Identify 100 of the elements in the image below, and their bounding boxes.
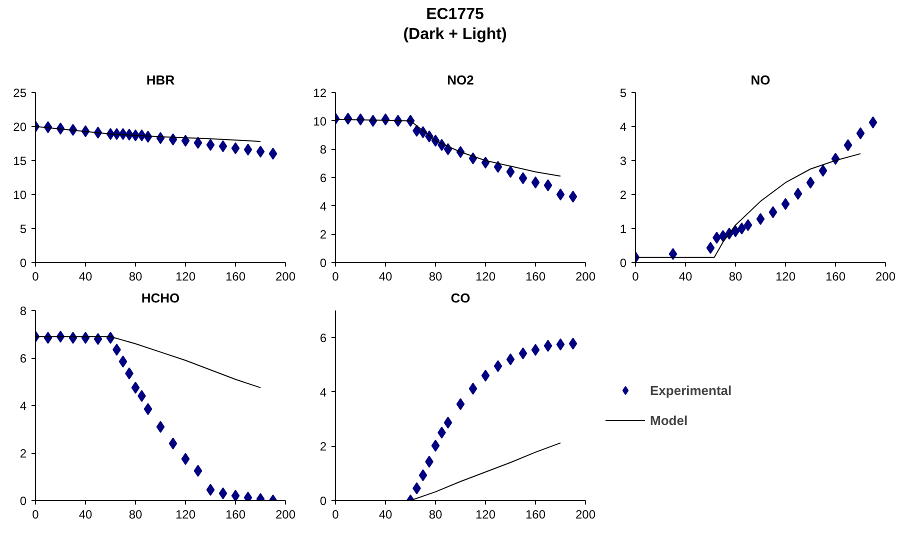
point [718, 230, 728, 242]
x-tick-label: 80 [728, 270, 742, 284]
point [94, 333, 102, 345]
x-tick-label: 200 [875, 270, 896, 284]
x-tick-label: 200 [275, 270, 296, 284]
point [544, 179, 552, 192]
legend-label: Experimental [650, 382, 732, 398]
point [456, 398, 465, 410]
y-tick-label: 4 [620, 120, 627, 134]
legend-label: Model [650, 412, 688, 428]
x-tick-label: 160 [225, 270, 246, 284]
x-tick-label: 0 [332, 508, 340, 522]
x-tick-label: 120 [475, 508, 496, 522]
x-tick-label: 160 [525, 270, 546, 284]
point [756, 212, 765, 225]
point [444, 416, 452, 429]
y-tick-label: 4 [20, 399, 27, 413]
y-tick-label: 1 [620, 222, 627, 236]
y-tick-label: 5 [20, 222, 27, 236]
x-tick-label: 120 [475, 270, 496, 284]
text: EC1775 (Dark + Light) [402, 5, 508, 45]
point [418, 469, 428, 482]
x-tick-label: 120 [175, 508, 196, 522]
point [206, 484, 215, 496]
point [818, 164, 828, 177]
y-tick-label: 5 [620, 86, 627, 100]
y-tick-label: 6 [320, 171, 327, 185]
y-tick-label: 25 [13, 86, 27, 100]
point [268, 148, 278, 160]
point [156, 420, 165, 433]
x-tick-label: 40 [78, 270, 92, 284]
x-tick-label: 120 [775, 270, 796, 284]
point [781, 198, 790, 210]
y-tick-label: 20 [13, 120, 27, 134]
y-tick-label: 8 [20, 304, 27, 318]
point [218, 487, 228, 500]
point [131, 382, 140, 394]
point [181, 452, 190, 465]
y-tick-label: 0 [20, 256, 27, 270]
point [518, 347, 528, 360]
chart-title: CO [450, 290, 470, 306]
point [731, 225, 740, 238]
chart-title: NO [750, 72, 770, 88]
x-tick-label: 160 [825, 270, 846, 284]
point [556, 188, 565, 200]
point [706, 242, 715, 254]
y-tick-label: 10 [13, 188, 27, 202]
point [231, 142, 240, 154]
x-tick-label: 200 [575, 270, 596, 284]
y-tick-label: 12 [313, 86, 327, 100]
y-tick-label: 15 [13, 154, 27, 168]
y-tick-label: 8 [320, 142, 327, 157]
y-tick-label: 0 [620, 256, 627, 270]
x-tick-label: 200 [575, 508, 596, 522]
x-tick-label: 160 [225, 508, 246, 522]
chart-title: HBR [146, 72, 176, 88]
point [544, 340, 552, 352]
point [531, 344, 540, 356]
y-tick-label: 3 [620, 154, 627, 168]
chart-title: HCHO [141, 290, 180, 306]
point [568, 338, 578, 350]
y-tick-label: 6 [320, 331, 327, 346]
point [506, 166, 515, 178]
point [244, 144, 252, 156]
x-tick-label: 80 [128, 508, 142, 522]
point [144, 403, 152, 416]
x-tick-label: 40 [378, 270, 392, 284]
point [256, 146, 265, 158]
y-tick-label: 0 [320, 256, 327, 270]
point [218, 140, 228, 152]
x-tick-label: 40 [378, 508, 392, 522]
point [568, 190, 578, 203]
x-tick-label: 120 [175, 270, 196, 284]
x-tick-label: 80 [428, 508, 442, 522]
y-tick-label: 2 [320, 440, 327, 454]
y-tick-label: 6 [20, 352, 27, 366]
y-tick-label: 0 [320, 494, 327, 508]
point [868, 116, 878, 128]
point [844, 139, 852, 152]
point [768, 206, 778, 218]
point [118, 356, 128, 368]
chart-title: NO2 [447, 72, 474, 88]
point [794, 188, 802, 200]
point [506, 353, 515, 366]
x-tick-label: 80 [428, 270, 442, 284]
x-tick-label: 40 [678, 270, 692, 284]
y-tick-label: 2 [20, 446, 27, 460]
point [194, 136, 202, 149]
y-tick-label: 2 [320, 228, 327, 242]
point [181, 134, 190, 147]
point [231, 490, 240, 500]
point [668, 248, 678, 260]
x-tick-label: 80 [128, 270, 142, 284]
point [194, 464, 202, 477]
point [556, 338, 565, 350]
x-tick-label: 40 [78, 508, 92, 522]
y-tick-label: 0 [20, 494, 27, 508]
point [138, 390, 146, 402]
x-tick-label: 0 [332, 270, 340, 284]
x-tick-label: 200 [275, 508, 296, 522]
